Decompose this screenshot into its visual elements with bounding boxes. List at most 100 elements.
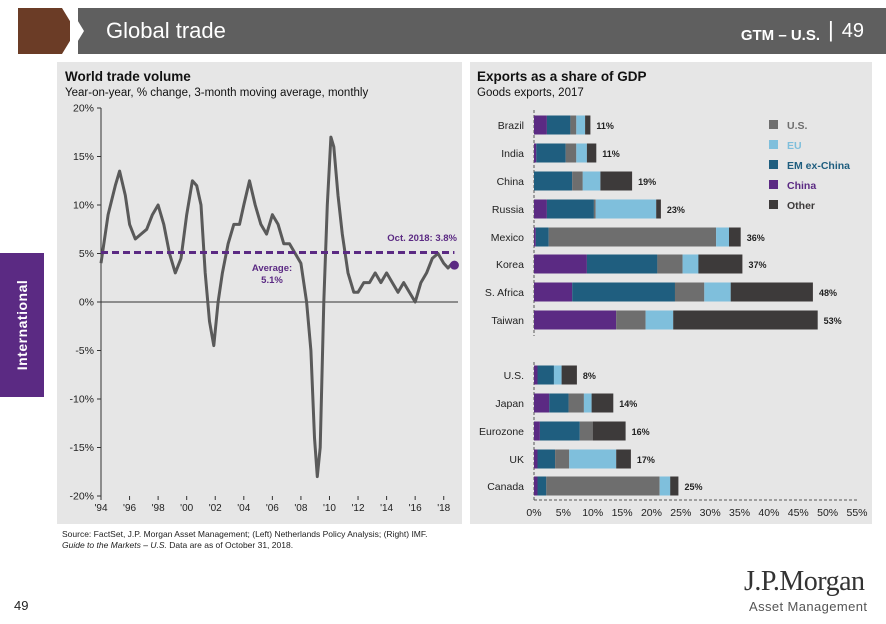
latest-point bbox=[449, 260, 459, 270]
x-tick-label: '14 bbox=[380, 503, 393, 514]
x-tick-label: '12 bbox=[352, 503, 365, 514]
total-label: 11% bbox=[596, 121, 614, 131]
x-tick-label: '10 bbox=[323, 503, 336, 514]
side-tab-international[interactable]: International bbox=[0, 253, 44, 397]
x-tick-label: 10% bbox=[582, 507, 603, 519]
average-label: Average: bbox=[252, 263, 292, 274]
header-separator: | bbox=[828, 17, 834, 42]
total-label: 36% bbox=[747, 233, 765, 243]
total-label: 8% bbox=[583, 371, 596, 381]
x-tick-label: '16 bbox=[409, 503, 422, 514]
legend-label: China bbox=[787, 180, 816, 192]
category-label: S. Africa bbox=[485, 287, 524, 299]
total-label: 16% bbox=[632, 427, 650, 437]
bar-segment-eu bbox=[569, 449, 617, 469]
page-number: 49 bbox=[14, 598, 29, 613]
bar-segment-eu bbox=[582, 171, 601, 191]
x-tick-label: '08 bbox=[294, 503, 307, 514]
x-tick-label: '98 bbox=[152, 503, 165, 514]
bar-segment-em bbox=[537, 365, 554, 385]
bar-segment-eu bbox=[576, 115, 586, 135]
logo-subtitle: Asset Management bbox=[749, 599, 868, 614]
bar-segment-us bbox=[570, 115, 577, 135]
bar-segment-other bbox=[591, 393, 614, 413]
jpmorgan-logo[interactable]: J.P.Morgan bbox=[744, 566, 865, 597]
category-label: Korea bbox=[496, 259, 524, 271]
legend-swatch bbox=[769, 160, 778, 169]
x-tick-label: 35% bbox=[729, 507, 750, 519]
bar-segment-eu bbox=[704, 282, 731, 302]
total-label: 48% bbox=[819, 288, 837, 298]
y-tick-label: -15% bbox=[69, 442, 94, 454]
line-chart-title: World trade volume bbox=[65, 69, 191, 84]
x-tick-label: 25% bbox=[670, 507, 691, 519]
x-tick-label: 20% bbox=[641, 507, 662, 519]
bar-segment-china bbox=[534, 476, 538, 496]
bar-segment-us bbox=[572, 171, 583, 191]
bar-segment-other bbox=[673, 310, 818, 330]
data-date-note-text: Data are as of October 31, 2018. bbox=[166, 540, 294, 550]
data-date-note-italic: Guide to the Markets – U.S. bbox=[62, 540, 167, 550]
page-title: Global trade bbox=[106, 18, 226, 43]
bar-segment-other bbox=[656, 199, 661, 219]
bar-segment-eu bbox=[583, 393, 592, 413]
bar-segment-us bbox=[568, 393, 584, 413]
x-tick-label: '04 bbox=[237, 503, 250, 514]
y-tick-label: 10% bbox=[73, 200, 94, 212]
bar-segment-other bbox=[698, 254, 743, 274]
bar-segment-china bbox=[534, 449, 538, 469]
legend-swatch bbox=[769, 200, 778, 209]
category-label: India bbox=[501, 148, 524, 160]
x-tick-label: 15% bbox=[612, 507, 633, 519]
bar-segment-china bbox=[534, 421, 540, 441]
total-label: 11% bbox=[602, 149, 620, 159]
category-label: China bbox=[497, 176, 525, 188]
x-tick-label: 40% bbox=[758, 507, 779, 519]
legend-label: EM ex-China bbox=[787, 160, 850, 172]
x-tick-label: '94 bbox=[94, 503, 107, 514]
bar-segment-eu bbox=[682, 254, 699, 274]
bar-segment-em bbox=[546, 115, 571, 135]
y-tick-label: 5% bbox=[79, 248, 94, 260]
legend-swatch bbox=[769, 180, 778, 189]
bar-segment-china bbox=[534, 393, 550, 413]
bar-chart-title: Exports as a share of GDP bbox=[477, 69, 647, 84]
x-tick-label: 50% bbox=[817, 507, 838, 519]
source-text: Source: FactSet, J.P. Morgan Asset Manag… bbox=[62, 529, 428, 539]
x-tick-label: '06 bbox=[266, 503, 279, 514]
category-label: U.S. bbox=[504, 370, 524, 382]
category-label: Taiwan bbox=[491, 315, 524, 327]
bar-segment-em bbox=[572, 282, 675, 302]
bar-segment-em bbox=[549, 393, 569, 413]
bar-segment-china bbox=[534, 282, 573, 302]
total-label: 19% bbox=[638, 177, 656, 187]
x-tick-label: 45% bbox=[788, 507, 809, 519]
category-label: Japan bbox=[495, 398, 524, 410]
bar-segment-china bbox=[534, 227, 536, 247]
bar-segment-other bbox=[561, 365, 577, 385]
bar-segment-us bbox=[548, 227, 717, 247]
header: Global trade GTM – U.S. | 49 bbox=[0, 8, 886, 54]
x-tick-label: '02 bbox=[209, 503, 222, 514]
bar-segment-em bbox=[537, 476, 547, 496]
bar-segment-em bbox=[537, 449, 556, 469]
total-label: 53% bbox=[824, 316, 842, 326]
total-label: 37% bbox=[748, 260, 766, 270]
bar-segment-us bbox=[565, 143, 577, 163]
bar-segment-eu bbox=[595, 199, 657, 219]
x-tick-label: 30% bbox=[700, 507, 721, 519]
bar-segment-china bbox=[534, 143, 537, 163]
x-tick-label: '96 bbox=[123, 503, 136, 514]
bar-segment-eu bbox=[645, 310, 674, 330]
bar-segment-eu bbox=[659, 476, 671, 496]
total-label: 17% bbox=[637, 455, 655, 465]
bar-segment-em bbox=[586, 254, 658, 274]
bar-segment-eu bbox=[554, 365, 562, 385]
bar-segment-china bbox=[534, 310, 617, 330]
category-label: Brazil bbox=[498, 120, 524, 132]
left-chart-panel bbox=[57, 62, 462, 524]
bar-chart-subtitle: Goods exports, 2017 bbox=[477, 87, 584, 99]
legend-label: Other bbox=[787, 200, 815, 212]
